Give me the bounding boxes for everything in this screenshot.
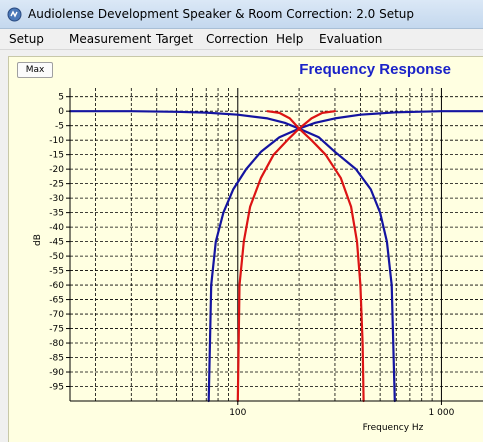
menu-evaluation[interactable]: Evaluation <box>319 32 383 46</box>
audiolense-app-icon <box>7 7 22 22</box>
x-tick-label: 1 000 <box>429 408 455 418</box>
y-tick-label: -60 <box>49 281 64 291</box>
series-line <box>298 110 336 130</box>
series-line <box>236 127 301 403</box>
y-tick-label: -70 <box>49 310 64 320</box>
title-bar: Audiolense Development Speaker & Room Co… <box>0 0 483 29</box>
y-tick-label: -95 <box>49 383 64 393</box>
y-axis-label: dB <box>33 234 43 246</box>
window-title: Audiolense Development Speaker & Room Co… <box>28 7 415 21</box>
y-tick-label: -65 <box>49 296 64 306</box>
y-tick-label: -55 <box>49 267 64 277</box>
y-tick-label: -15 <box>49 151 64 161</box>
x-tick-label: 100 <box>229 408 246 418</box>
menu-bar: Setup Measurement Target Correction Help… <box>0 29 483 50</box>
y-tick-label: -75 <box>49 325 64 335</box>
y-tick-label: -50 <box>49 252 64 262</box>
y-tick-label: -40 <box>49 223 64 233</box>
menu-help[interactable]: Help <box>276 32 304 46</box>
chart-title: Frequency Response <box>299 61 451 78</box>
series-line <box>68 110 301 130</box>
series-line <box>298 127 396 403</box>
chart-axes: 5 0 -5 -10 -15 -20 -25 -30 -35 -40 -45 -50 -55 -60 -65… <box>49 88 483 418</box>
y-tick-label: -25 <box>49 180 64 190</box>
max-button[interactable]: Max <box>17 62 53 78</box>
series-line <box>266 110 301 130</box>
y-tick-label: 5 <box>58 93 64 103</box>
y-tick-label: -5 <box>55 122 64 132</box>
y-tick-label: 0 <box>58 107 64 117</box>
y-tick-label: -30 <box>49 194 64 204</box>
y-tick-label: -20 <box>49 165 64 175</box>
menu-correction[interactable]: Correction <box>206 32 269 46</box>
chart-panel <box>8 56 483 442</box>
chart-grid <box>70 88 483 401</box>
series-line <box>207 127 301 403</box>
menu-setup[interactable]: Setup <box>9 32 44 46</box>
chart-series <box>68 110 483 403</box>
menu-target[interactable]: Target <box>156 32 194 46</box>
y-tick-label: -45 <box>49 238 64 248</box>
x-axis-label: Frequency Hz <box>363 423 424 433</box>
y-tick-label: -90 <box>49 368 64 378</box>
y-tick-label: -10 <box>49 136 64 146</box>
series-line <box>298 110 483 130</box>
y-tick-label: -80 <box>49 339 64 349</box>
y-tick-label: -35 <box>49 209 64 219</box>
y-tick-label: -85 <box>49 354 64 364</box>
series-line <box>298 127 365 403</box>
menu-measurement[interactable]: Measurement <box>69 32 152 46</box>
